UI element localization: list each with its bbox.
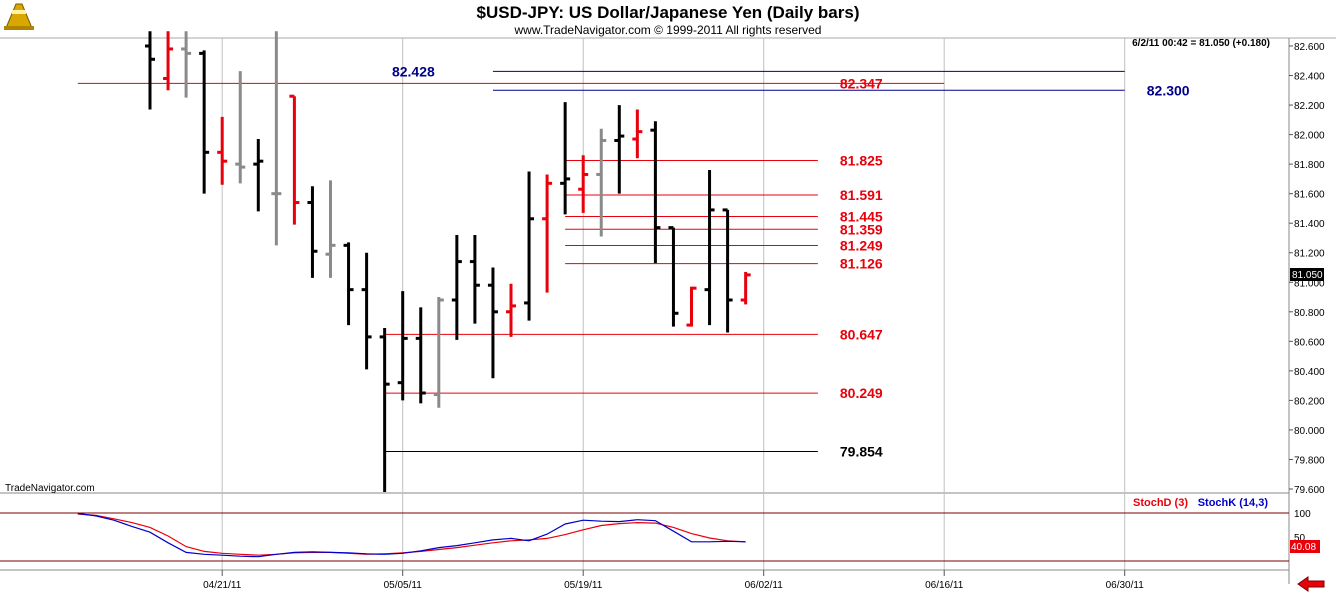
scroll-left-arrow-icon[interactable] xyxy=(1297,576,1325,592)
ohlc-bar xyxy=(325,180,336,278)
level-label: 81.126 xyxy=(840,256,883,272)
ohlc-bar xyxy=(506,283,516,337)
last-quote: 6/2/11 00:42 = 81.050 (+0.180) xyxy=(1132,38,1270,49)
level-label: 80.647 xyxy=(840,326,883,342)
level-label: 81.445 xyxy=(840,209,883,225)
y-tick-label: 79.600 xyxy=(1294,485,1325,496)
ohlc-bar xyxy=(379,328,390,492)
ohlc-bar xyxy=(289,94,300,225)
ohlc-bar xyxy=(686,286,697,327)
y-tick-label: 81.400 xyxy=(1294,219,1325,230)
stoch-value-tag: 40.08 xyxy=(1290,540,1320,553)
x-tick-label: 05/19/11 xyxy=(564,580,603,591)
ohlc-bar xyxy=(469,235,480,324)
y-tick-label: 81.800 xyxy=(1294,160,1325,171)
y-tick-label: 82.000 xyxy=(1294,131,1325,142)
level-label: 79.854 xyxy=(840,443,883,459)
logo-icon xyxy=(4,3,34,30)
ohlc-bar xyxy=(487,267,498,379)
stoch-y-tick-label: 50 xyxy=(1294,533,1306,544)
ohlc-bar xyxy=(397,291,408,401)
level-label: 81.359 xyxy=(840,221,883,237)
y-tick-label: 80.000 xyxy=(1294,426,1325,437)
last-price-value: 81.050 xyxy=(1292,270,1323,281)
ohlc-bar xyxy=(235,71,246,184)
x-tick-label: 06/02/11 xyxy=(745,580,784,591)
chart-title: $USD-JPY: US Dollar/Japanese Yen (Daily … xyxy=(477,3,860,22)
x-axis: 04/21/11 05/05/11 05/19/11 06/02/11 06/16/11… xyxy=(203,570,1144,591)
last-price-tag: 81.050 xyxy=(1290,268,1324,281)
level-label: 82.300 xyxy=(1147,82,1190,98)
ohlc-bar xyxy=(740,271,751,305)
ohlc-bar xyxy=(578,155,589,213)
stoch-y-axis: 100 50 xyxy=(1294,509,1311,544)
ohlc-bar xyxy=(668,226,679,327)
ohlc-bar xyxy=(199,50,210,194)
x-tick-label: 06/30/11 xyxy=(1106,580,1145,591)
price-bars xyxy=(145,31,751,492)
ohlc-bar xyxy=(722,208,733,333)
legend-stochd: StochD (3) xyxy=(1133,497,1188,509)
ohlc-bar xyxy=(542,174,553,293)
y-tick-label: 81.600 xyxy=(1294,190,1325,201)
y-tick-label: 82.400 xyxy=(1294,72,1325,83)
ohlc-bar xyxy=(596,128,607,237)
y-tick-label: 80.800 xyxy=(1294,308,1325,319)
level-lines: 82.428 82.347 82.300 81.825 81.591 81.44581.3… xyxy=(77,63,1190,459)
ohlc-bar xyxy=(145,31,155,110)
ohlc-bar xyxy=(361,252,372,370)
ohlc-bar xyxy=(632,109,643,159)
level-label: 81.591 xyxy=(840,187,883,203)
y-tick-label: 81.200 xyxy=(1294,249,1325,260)
stoch-y-tick-label: 100 xyxy=(1294,509,1311,520)
x-tick-label: 04/21/11 xyxy=(203,580,242,591)
watermark: TradeNavigator.com xyxy=(5,483,95,494)
x-tick-label: 06/16/11 xyxy=(925,580,964,591)
level-label: 82.428 xyxy=(392,63,435,79)
ohlc-bar xyxy=(217,116,228,185)
ohlc-bar xyxy=(704,170,715,326)
level-label: 81.249 xyxy=(840,237,883,253)
level-label: 81.825 xyxy=(840,152,883,168)
y-tick-label: 81.000 xyxy=(1294,278,1325,289)
stoch-value: 40.08 xyxy=(1291,542,1316,553)
y-tick-label: 79.800 xyxy=(1294,455,1325,466)
legend-stochk: StochK (14,3) xyxy=(1198,497,1269,509)
ohlc-bar xyxy=(307,186,318,278)
stoch-panel xyxy=(0,512,1289,571)
ohlc-bar xyxy=(271,31,282,246)
ohlc-bar xyxy=(614,105,625,194)
y-axis: 82.600 82.400 82.200 82.000 81.800 81.600 81.4… xyxy=(1289,42,1325,496)
stoch-series-line xyxy=(77,512,746,558)
y-tick-label: 80.200 xyxy=(1294,396,1325,407)
y-tick-label: 82.200 xyxy=(1294,101,1325,112)
ohlc-bar xyxy=(560,102,571,215)
ohlc-bar xyxy=(163,31,174,91)
ohlc-bar xyxy=(415,307,426,404)
y-tick-label: 80.400 xyxy=(1294,367,1325,378)
ohlc-bar xyxy=(524,171,535,321)
ohlc-bar xyxy=(181,31,192,98)
ohlc-bar xyxy=(433,297,444,408)
ohlc-bar xyxy=(650,121,661,264)
level-label: 80.249 xyxy=(840,385,883,401)
x-tick-label: 05/05/11 xyxy=(384,580,423,591)
stoch-lines xyxy=(77,512,746,558)
ohlc-bar xyxy=(253,139,264,212)
y-tick-label: 82.600 xyxy=(1294,42,1325,53)
ohlc-bar xyxy=(343,242,354,326)
level-label: 82.347 xyxy=(840,75,883,91)
ohlc-bar xyxy=(451,235,462,340)
y-tick-label: 80.600 xyxy=(1294,337,1325,348)
copyright: www.TradeNavigator.com © 1999-2011 All r… xyxy=(514,23,822,37)
stoch-legend: StochD (3) StochK (14,3) xyxy=(1133,497,1268,509)
